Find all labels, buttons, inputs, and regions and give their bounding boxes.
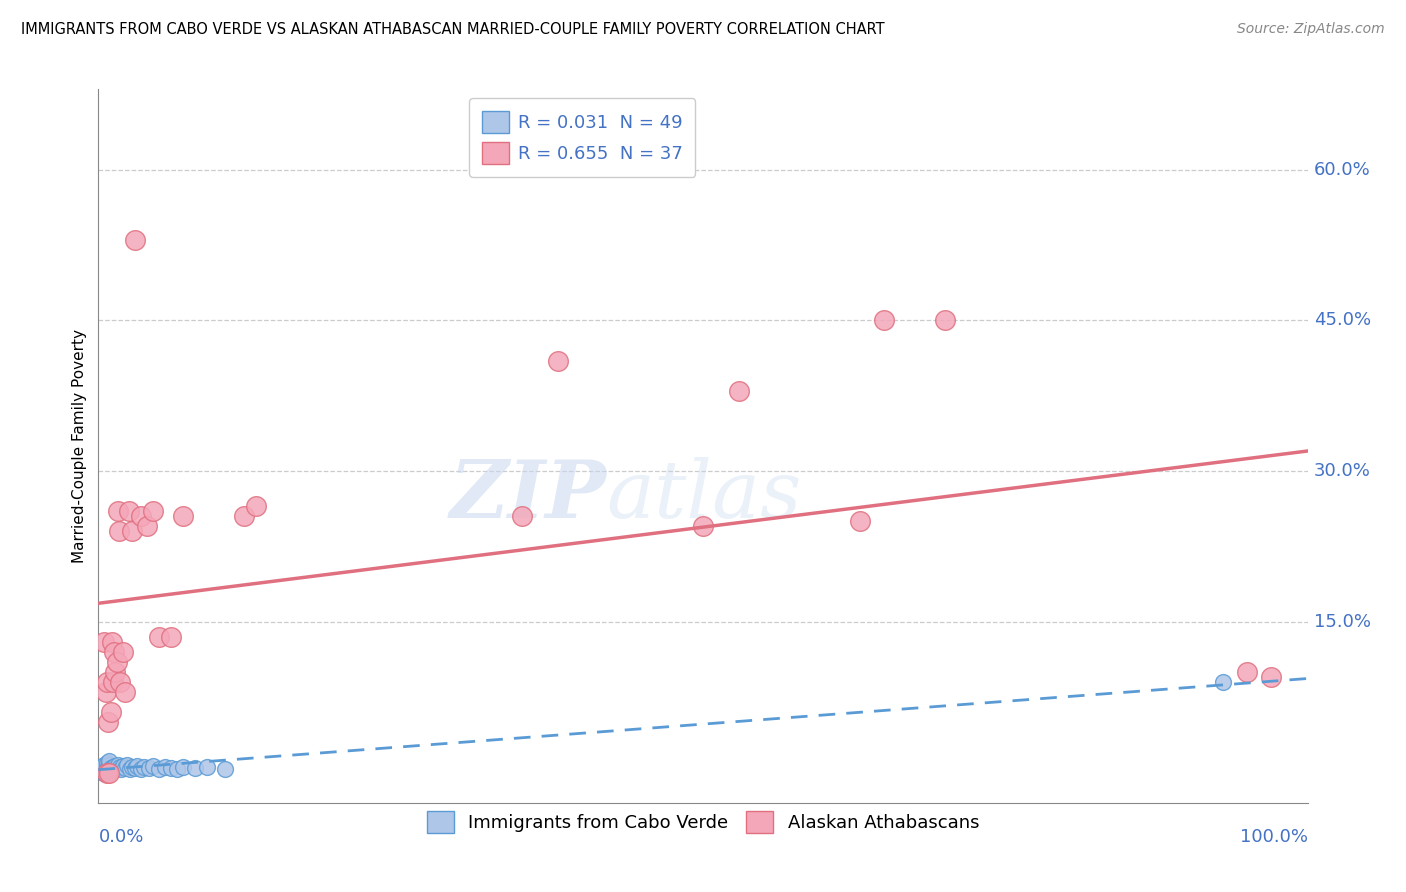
Point — [110, 762, 132, 776]
Point — [100, 761, 122, 775]
Point — [96, 765, 118, 780]
Point — [121, 524, 143, 539]
Point — [873, 313, 896, 327]
Point — [510, 509, 533, 524]
Point — [111, 645, 134, 659]
Point — [129, 762, 152, 776]
Point — [103, 645, 125, 659]
Point — [117, 757, 139, 772]
Point — [108, 759, 131, 773]
Point — [93, 759, 115, 773]
Point — [98, 754, 121, 768]
Text: 45.0%: 45.0% — [1313, 311, 1371, 329]
Point — [93, 761, 115, 775]
Point — [124, 761, 146, 775]
Point — [93, 762, 115, 776]
Point — [172, 509, 194, 524]
Point — [93, 757, 115, 772]
Point — [104, 758, 127, 772]
Point — [148, 630, 170, 644]
Point — [96, 761, 118, 775]
Point — [849, 515, 872, 529]
Point — [94, 685, 117, 699]
Point — [142, 504, 165, 518]
Point — [127, 758, 149, 772]
Text: 60.0%: 60.0% — [1313, 161, 1371, 178]
Point — [93, 764, 115, 778]
Point — [98, 757, 121, 772]
Point — [728, 384, 751, 398]
Point — [245, 500, 267, 514]
Point — [142, 758, 165, 772]
Point — [160, 761, 183, 775]
Point — [1260, 670, 1282, 684]
Point — [104, 665, 127, 680]
Point — [195, 759, 218, 773]
Point — [96, 756, 118, 770]
Point — [129, 509, 152, 524]
Text: ZIP: ZIP — [450, 458, 606, 534]
Point — [98, 762, 121, 776]
Point — [101, 759, 124, 773]
Text: 15.0%: 15.0% — [1313, 613, 1371, 631]
Point — [124, 233, 146, 247]
Point — [107, 504, 129, 518]
Point — [100, 763, 122, 777]
Point — [108, 675, 131, 690]
Point — [107, 757, 129, 772]
Point — [184, 761, 207, 775]
Point — [118, 504, 141, 518]
Point — [93, 765, 115, 780]
Text: 0.0%: 0.0% — [98, 828, 143, 846]
Point — [1212, 675, 1234, 690]
Text: 100.0%: 100.0% — [1240, 828, 1308, 846]
Point — [1236, 665, 1258, 680]
Point — [93, 765, 115, 780]
Text: Source: ZipAtlas.com: Source: ZipAtlas.com — [1237, 22, 1385, 37]
Point — [100, 706, 122, 720]
Point — [114, 761, 136, 775]
Point — [160, 630, 183, 644]
Point — [135, 519, 157, 533]
Point — [214, 762, 236, 776]
Text: IMMIGRANTS FROM CABO VERDE VS ALASKAN ATHABASCAN MARRIED-COUPLE FAMILY POVERTY C: IMMIGRANTS FROM CABO VERDE VS ALASKAN AT… — [21, 22, 884, 37]
Point — [103, 762, 125, 776]
Point — [100, 635, 122, 649]
Point — [97, 763, 120, 777]
Point — [96, 758, 118, 772]
Point — [105, 761, 128, 775]
Point — [172, 759, 194, 773]
Legend: Immigrants from Cabo Verde, Alaskan Athabascans: Immigrants from Cabo Verde, Alaskan Atha… — [419, 804, 987, 840]
Point — [934, 313, 956, 327]
Point — [153, 759, 176, 773]
Y-axis label: Married-Couple Family Poverty: Married-Couple Family Poverty — [72, 329, 87, 563]
Point — [96, 764, 118, 778]
Point — [96, 675, 118, 690]
Point — [93, 763, 115, 777]
Point — [134, 759, 156, 773]
Point — [692, 519, 714, 533]
Point — [138, 761, 160, 775]
Point — [166, 762, 188, 776]
Point — [97, 759, 120, 773]
Point — [118, 762, 141, 776]
Point — [232, 509, 254, 524]
Point — [93, 765, 115, 780]
Point — [148, 762, 170, 776]
Point — [93, 758, 115, 772]
Point — [101, 675, 124, 690]
Point — [96, 765, 118, 780]
Point — [105, 655, 128, 669]
Point — [97, 715, 120, 730]
Point — [98, 765, 121, 780]
Point — [108, 524, 131, 539]
Point — [111, 758, 134, 772]
Point — [547, 353, 569, 368]
Point — [114, 685, 136, 699]
Point — [93, 635, 115, 649]
Point — [121, 759, 143, 773]
Text: atlas: atlas — [606, 458, 801, 534]
Text: 30.0%: 30.0% — [1313, 462, 1371, 480]
